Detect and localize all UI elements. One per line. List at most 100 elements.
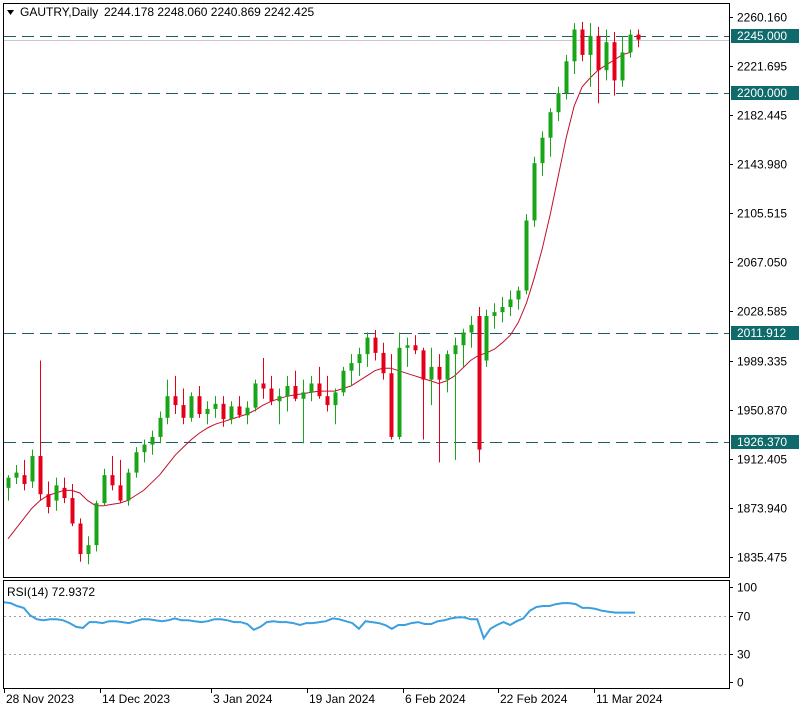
candle-body	[173, 396, 178, 406]
candle-body	[54, 485, 59, 501]
candle-body	[126, 472, 131, 501]
price-axis: 2260.160 2221.695 2182.445 2143.980 2105.515…	[729, 11, 799, 565]
level-price-label: 1926.370	[737, 435, 787, 449]
ohlc-values: 2244.178 2248.060 2240.869 2242.425	[104, 5, 315, 19]
price-tick-label: 2067.050	[737, 256, 787, 270]
candle-body	[381, 352, 386, 374]
candle-body	[197, 396, 202, 415]
candle-body	[245, 407, 250, 416]
candle-body	[181, 405, 186, 418]
time-tick-label: 28 Nov 2023	[6, 692, 74, 706]
candle-body	[14, 472, 19, 478]
candle-body	[492, 312, 497, 316]
price-tick-label: 1950.870	[737, 404, 787, 418]
candle-body	[508, 299, 513, 308]
candle-body	[516, 290, 521, 300]
candle-body	[421, 350, 426, 380]
candle-body	[150, 436, 155, 445]
price-tick-label: 1912.405	[737, 453, 787, 467]
candle-body	[469, 324, 474, 333]
candle-body	[22, 475, 27, 485]
time-tick-label: 14 Dec 2023	[102, 692, 170, 706]
price-tick-label: 2182.445	[737, 109, 787, 123]
candle-body	[62, 487, 67, 499]
rsi-tick-label: 70	[737, 610, 751, 624]
candle-body	[142, 444, 147, 453]
candle-body	[397, 347, 402, 437]
candle-body	[285, 386, 290, 397]
candle-body	[205, 408, 210, 415]
level-price-label: 2245.000	[737, 29, 787, 43]
price-tick-label: 2221.695	[737, 60, 787, 74]
rsi-tick-label: 100	[737, 581, 757, 595]
level-lines	[4, 36, 729, 443]
candles	[6, 21, 641, 565]
time-tick-label: 19 Jan 2024	[309, 692, 375, 706]
level-price-label: 2200.000	[737, 86, 787, 100]
price-tick-label: 2028.585	[737, 305, 787, 319]
candle-body	[405, 345, 410, 348]
candle-body	[253, 383, 258, 408]
collapse-triangle-icon[interactable]	[7, 10, 14, 15]
candle-body	[237, 406, 242, 416]
candle-body	[86, 545, 91, 555]
candle-body	[453, 345, 458, 355]
candle-body	[38, 456, 43, 495]
candle-body	[325, 396, 330, 406]
candle-body	[461, 332, 466, 346]
price-tick-label: 1989.335	[737, 355, 787, 369]
candle-body	[134, 452, 139, 473]
candle-body	[572, 29, 577, 62]
candle-body	[341, 370, 346, 393]
candle-body	[261, 383, 266, 389]
level-price-box	[731, 86, 799, 100]
price-tick-label: 1835.475	[737, 551, 787, 565]
price-pane	[3, 3, 730, 578]
candle-body	[94, 503, 99, 546]
time-tick-label: 3 Jan 2024	[213, 692, 273, 706]
candle-body	[500, 307, 505, 313]
candle-body	[604, 42, 609, 71]
rsi-header: RSI(14) 72.9372	[7, 585, 95, 599]
candle-body	[588, 35, 593, 55]
candle-body	[70, 498, 75, 524]
candle-body	[373, 337, 378, 353]
candle-body	[612, 42, 617, 81]
candle-body	[78, 523, 83, 555]
candle-body	[110, 475, 115, 486]
price-tick-label: 2143.980	[737, 158, 787, 172]
candle-body	[229, 406, 234, 420]
time-tick-label: 22 Feb 2024	[500, 692, 568, 706]
candle-body	[158, 417, 163, 437]
time-tick-label: 11 Mar 2024	[596, 692, 663, 706]
candle-body	[477, 315, 482, 450]
price-tick-label: 2105.515	[737, 207, 787, 221]
candle-body	[596, 35, 601, 71]
candle-body	[317, 383, 322, 397]
candle-body	[580, 29, 585, 55]
candle-body	[540, 137, 545, 164]
candle-body	[309, 383, 314, 393]
candle-body	[445, 354, 450, 380]
symbol-timeframe: GAUTRY,Daily	[20, 5, 98, 19]
candle-body	[269, 388, 274, 402]
rsi-line	[3, 601, 635, 641]
time-axis: 28 Nov 2023 14 Dec 2023 3 Jan 2024 19 Jan 2…	[4, 689, 663, 706]
candle-body	[636, 34, 641, 40]
rsi-tick-label: 30	[737, 648, 751, 662]
candle-body	[46, 494, 51, 507]
candle-body	[221, 403, 226, 420]
candle-body	[437, 366, 442, 380]
candle-body	[564, 61, 569, 94]
candle-body	[532, 163, 537, 221]
candle-body	[365, 337, 370, 355]
level-price-label: 2011.912	[737, 326, 786, 340]
candle-body	[556, 93, 561, 113]
rsi-tick-label: 0	[737, 676, 744, 690]
candle-body	[484, 315, 489, 361]
candle-body	[189, 396, 194, 418]
candle-body	[620, 52, 625, 81]
candle-body	[165, 396, 170, 418]
level-price-box	[731, 435, 799, 449]
